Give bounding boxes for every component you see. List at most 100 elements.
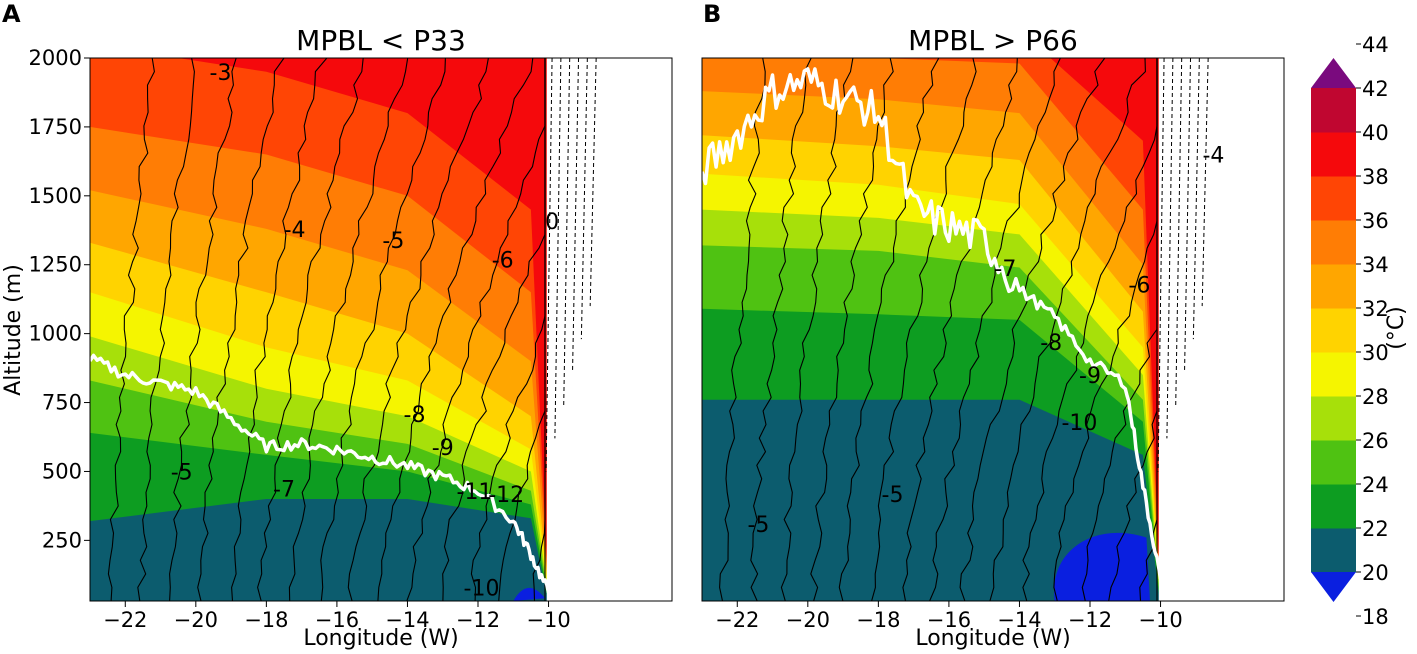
colorbar-segment	[1311, 264, 1356, 309]
contour-line	[780, 58, 854, 601]
colorbar-tick-label: 42	[1362, 77, 1389, 101]
land-mask	[546, 58, 672, 601]
x-tick-label: −12	[1068, 608, 1112, 632]
contour-line	[320, 58, 446, 601]
x-tick-label: −10	[526, 608, 570, 632]
contour-label: -3	[210, 61, 232, 86]
cold-patch	[1054, 532, 1150, 601]
panel-b-xlabel: Longitude (W)	[915, 626, 1070, 651]
panel-a-frame	[89, 57, 673, 602]
contour-line	[406, 58, 546, 601]
temperature-band	[90, 58, 547, 567]
contour-label: -11	[457, 480, 493, 505]
contour-label: -12	[488, 483, 524, 508]
contour-line	[719, 58, 766, 601]
dashed-contour	[589, 58, 597, 307]
panel-b: B MPBL > P66 -7 -6 -8 -9 -10 -5 -5 -4 −22 −20 −18…	[701, 0, 1285, 651]
dashed-contour	[1166, 58, 1174, 439]
panel-a-xlabel: Longitude (W)	[303, 626, 458, 651]
colorbar-tick-label: 30	[1362, 341, 1389, 365]
panel-a-plot: -3 -4 -5 -6 0 -5 -7 -8-9-11-12 -10	[90, 58, 672, 601]
contour-line	[288, 58, 409, 601]
colorbar-tick-label: 36	[1362, 209, 1389, 233]
temperature-band	[90, 58, 547, 563]
contour-label: -6	[492, 248, 514, 273]
colorbar-tick-label: 40	[1362, 121, 1389, 145]
colorbar-segment	[1311, 484, 1356, 529]
panel-letter-a: A	[2, 0, 21, 28]
mpbl-line	[702, 67, 1163, 580]
dashed-contour	[1175, 58, 1183, 406]
contour-line	[871, 58, 977, 601]
panel-a: A MPBL < P33 -3-4 -5-60-5-7-8-9-11-12-10 …	[1, 0, 673, 651]
colorbar-min-extend	[1311, 572, 1356, 602]
panel-b-plot: -7 -6 -8 -9 -10 -5 -5 -4	[702, 58, 1284, 601]
contour-line	[257, 58, 364, 601]
contour-line	[959, 58, 1106, 601]
y-tick-label: 2000	[29, 46, 82, 70]
contour-line	[929, 58, 1061, 601]
x-tick-label: −22	[715, 608, 759, 632]
contour-line	[810, 58, 894, 601]
colorbar-tick-label: 34	[1362, 253, 1389, 277]
contour-line	[377, 58, 534, 601]
dashed-contour	[563, 58, 571, 406]
x-tick-label: −20	[174, 608, 218, 632]
y-tick-label: 1250	[29, 253, 82, 277]
y-tick-label: 1750	[29, 115, 82, 139]
contour-label: -7	[273, 477, 295, 502]
land-mask	[1158, 58, 1284, 601]
dashed-contour	[572, 58, 580, 373]
contour-line	[750, 58, 812, 601]
contour-label: -7	[994, 257, 1016, 282]
colorbar-segment	[1311, 308, 1356, 353]
contour-line	[197, 58, 285, 601]
panel-b-ticks: −22 −20 −18 −16 −14 −12 −10	[715, 601, 1183, 632]
contour-line	[347, 58, 489, 601]
panel-a-ylabel: Altitude (m)	[1, 264, 26, 396]
contour-label: -5	[882, 483, 904, 508]
dashed-contour	[1201, 58, 1209, 307]
colorbar-segment	[1311, 132, 1356, 177]
x-tick-label: −14	[385, 608, 429, 632]
panel-a-title: MPBL < P33	[296, 24, 466, 57]
contour-label: -8	[404, 403, 426, 428]
colorbar-segment	[1311, 528, 1356, 573]
dashed-contour	[580, 58, 588, 340]
x-tick-label: −10	[1138, 608, 1182, 632]
colorbar-segment	[1311, 440, 1356, 485]
y-tick-label: 750	[42, 391, 82, 415]
colorbar-max-extend	[1311, 58, 1356, 88]
contour-label: -4	[1202, 144, 1224, 169]
dashed-contour	[1157, 58, 1165, 472]
cold-patch	[513, 587, 546, 601]
panel-letter-b: B	[703, 0, 721, 28]
y-tick-label: 1500	[29, 184, 82, 208]
x-tick-label: −18	[856, 608, 900, 632]
colorbar-tick-label: 44	[1362, 33, 1389, 57]
y-tick-label: 1000	[29, 322, 82, 346]
x-tick-label: −12	[456, 608, 500, 632]
panel-b-frame	[701, 57, 1285, 602]
dashed-contour	[554, 58, 562, 439]
x-tick-label: −16	[315, 608, 359, 632]
temperature-band	[702, 58, 1159, 575]
colorbar-tick-label: 18	[1362, 605, 1389, 629]
contour-line	[107, 58, 155, 601]
contour-line	[989, 58, 1146, 601]
contour-label: -9	[432, 436, 454, 461]
contour-line	[902, 58, 1018, 601]
contour-line	[231, 58, 328, 601]
colorbar-tick-label: 38	[1362, 165, 1389, 189]
contour-line	[1022, 58, 1158, 601]
contour-label: -5	[171, 461, 193, 486]
dashed-contour	[545, 58, 553, 472]
contour-label: -5	[382, 229, 404, 254]
colorbar-segment	[1311, 352, 1356, 397]
contour-label: -10	[464, 576, 500, 601]
contour-label: -6	[1128, 273, 1150, 298]
colorbar-segment	[1311, 220, 1356, 265]
contour-label: -10	[1061, 411, 1097, 436]
contour-line	[137, 58, 195, 601]
